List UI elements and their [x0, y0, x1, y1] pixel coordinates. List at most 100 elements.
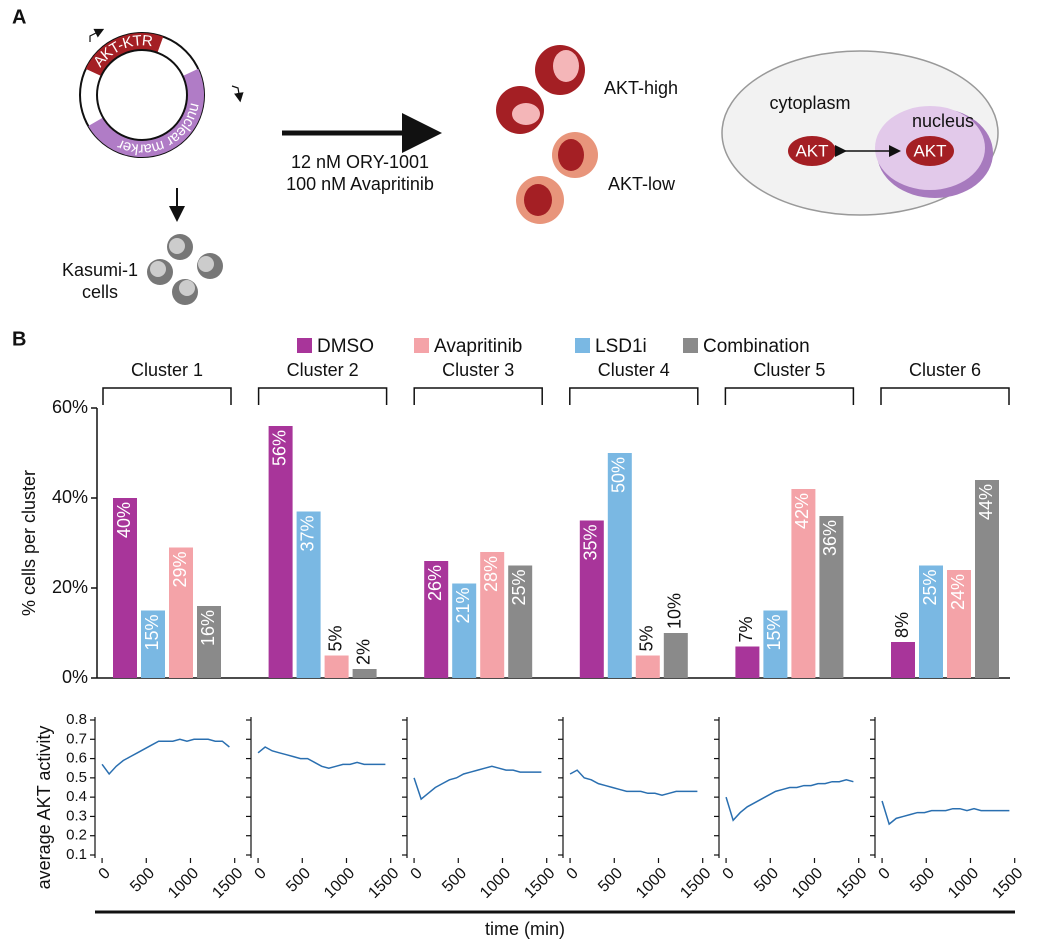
cluster-label: Cluster 1: [131, 360, 203, 380]
legend-label: LSD1i: [595, 336, 647, 357]
x-tick-label: 500: [595, 865, 626, 896]
legend-swatch: [414, 338, 429, 353]
cluster-bracket: [102, 387, 232, 405]
bar-value-label: 5%: [637, 625, 657, 651]
x-tick-label: 1000: [165, 865, 202, 902]
bar: [579, 520, 604, 678]
cell-diagram: [721, 50, 999, 216]
x-tick-label: 1000: [633, 865, 670, 902]
cluster-label: Cluster 5: [753, 360, 825, 380]
x-tick-label: 1000: [321, 865, 358, 902]
y-tick-label: 0.3: [66, 807, 87, 824]
x-tick-label: 500: [283, 865, 314, 896]
bar-value-label: 21%: [453, 588, 473, 624]
y-tick-label: 40%: [52, 487, 88, 507]
bar: [113, 498, 137, 678]
activity-line: [257, 746, 386, 769]
bar-value-label: 36%: [820, 520, 840, 556]
y-tick-label: 0%: [62, 667, 88, 687]
x-tick-label: 0: [564, 865, 582, 883]
y-tick-label: 60%: [52, 397, 88, 417]
bar: [607, 453, 632, 678]
state-label: AKT-low: [608, 174, 676, 194]
nucleus-label: nucleus: [912, 111, 974, 131]
cluster-bracket: [880, 387, 1010, 405]
bar: [508, 565, 533, 678]
bar-value-label: 2%: [353, 639, 373, 665]
bar: [352, 669, 377, 678]
treatment: 100 nM Avapritinib: [286, 174, 434, 194]
legend-label: DMSO: [317, 336, 374, 357]
cluster-label: Cluster 4: [598, 360, 670, 380]
bar: [975, 480, 999, 678]
bar: [480, 552, 505, 678]
bar-value-label: 10%: [665, 593, 685, 629]
bar-value-label: 56%: [269, 430, 289, 466]
y-tick-label: 0.5: [66, 769, 87, 786]
x-tick-label: 0: [408, 865, 426, 883]
activity-line: [881, 800, 1010, 826]
bar: [424, 561, 449, 678]
akt-high-cells: [496, 45, 585, 134]
bar: [763, 610, 788, 678]
bar-value-label: 44%: [976, 484, 996, 520]
bar: [663, 633, 688, 678]
cluster-label: Cluster 2: [287, 360, 359, 380]
y-tick-label: 0.7: [66, 730, 87, 747]
bar-value-label: 16%: [198, 610, 218, 646]
panel-label: B: [12, 328, 26, 350]
panel-label: A: [12, 6, 26, 28]
cells-label: Kasumi-1: [62, 260, 138, 280]
bar-value-label: 15%: [764, 615, 784, 651]
bar-value-label: 5%: [325, 625, 345, 651]
bar: [452, 583, 477, 678]
x-tick-label: 1500: [209, 865, 246, 902]
cluster-bracket: [724, 387, 855, 405]
bar: [296, 511, 321, 678]
bar-value-label: 25%: [920, 570, 940, 606]
bar-value-label: 40%: [114, 502, 134, 538]
y-tick-label: 0.8: [66, 711, 87, 728]
bar: [819, 516, 844, 678]
x-tick-label: 500: [751, 865, 782, 896]
cluster-bracket: [413, 387, 543, 405]
bar-value-label: 42%: [792, 493, 812, 529]
activity-line: [413, 765, 542, 801]
bar: [141, 610, 165, 678]
legend-label: Avapritinib: [434, 336, 522, 357]
bar: [791, 489, 816, 678]
cytoplasm-label: cytoplasm: [769, 93, 850, 113]
bar: [324, 655, 349, 678]
x-tick-label: 0: [96, 865, 114, 883]
x-tick-label: 1500: [365, 865, 402, 902]
legend-label: Combination: [703, 336, 810, 357]
y-tick-label: 0.2: [66, 827, 87, 844]
cluster-label: Cluster 6: [909, 360, 981, 380]
x-tick-label: 1500: [989, 865, 1026, 902]
activity-line: [101, 738, 230, 776]
x-tick-label: 0: [252, 865, 270, 883]
treatment: 12 nM ORY-1001: [291, 152, 429, 172]
activity-line: [725, 779, 854, 822]
x-tick-label: 500: [127, 865, 158, 896]
plasmid: AKT-KTR nuclear marker: [79, 28, 244, 222]
bar: [635, 655, 660, 678]
y-axis-label: % cells per cluster: [19, 470, 39, 616]
akt-label: AKT: [913, 141, 946, 160]
bar-value-label: 7%: [736, 616, 756, 642]
bar: [169, 547, 193, 678]
cluster-bracket: [257, 387, 388, 405]
cluster-label: Cluster 3: [442, 360, 514, 380]
y-tick-label: 0.1: [66, 846, 87, 863]
state-label: AKT-high: [604, 78, 678, 98]
cells-label: cells: [82, 282, 118, 302]
bar-value-label: 15%: [142, 615, 162, 651]
x-tick-label: 0: [876, 865, 894, 883]
bar-value-label: 50%: [609, 457, 629, 493]
x-tick-label: 1000: [477, 865, 514, 902]
x-tick-label: 500: [439, 865, 470, 896]
bar-value-label: 37%: [297, 516, 317, 552]
bar-value-label: 28%: [481, 556, 501, 592]
legend-swatch: [297, 338, 312, 353]
